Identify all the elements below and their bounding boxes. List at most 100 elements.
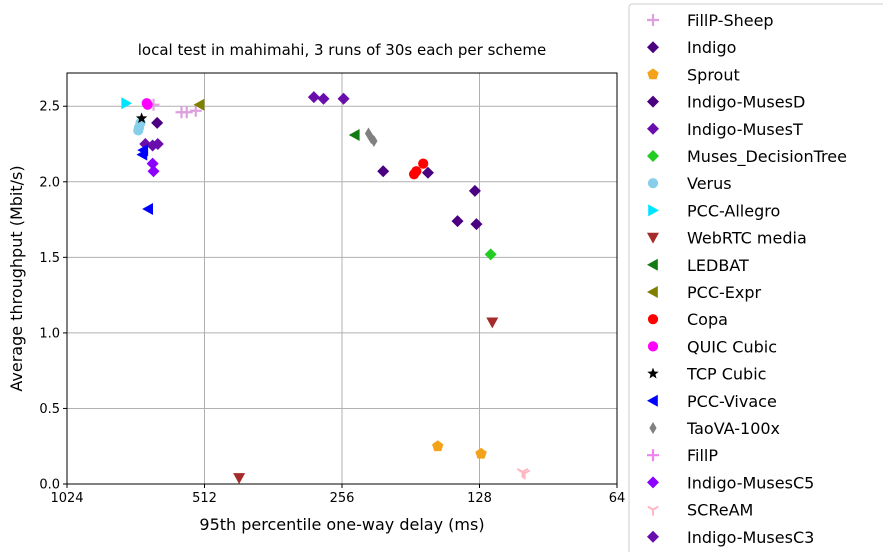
- series-pcc-expr: [193, 98, 205, 111]
- legend-marker: [647, 150, 659, 162]
- series-pcc-vivace: [136, 144, 154, 215]
- data-point: [317, 92, 330, 105]
- series-pcc-allegro: [121, 97, 133, 110]
- legend-label: LEDBAT: [687, 256, 749, 275]
- legend-item: Indigo-MusesC3: [647, 528, 814, 547]
- legend-item: PCC-Vivace: [647, 392, 777, 411]
- data-point: [189, 104, 202, 117]
- series-sprout: [432, 440, 487, 459]
- legend-item: QUIC Cubic: [647, 337, 777, 356]
- data-point: [418, 158, 429, 169]
- legend-marker: [647, 530, 659, 543]
- plot-frame: [66, 72, 618, 485]
- series-webrtc-media: [233, 317, 499, 484]
- data-point: [121, 97, 133, 110]
- legend-item: Indigo-MusesT: [647, 120, 803, 139]
- y-tick-label: 1.5: [39, 251, 60, 266]
- legend: FillP-Sheep Indigo Sprout Indigo-MusesD Indi…: [628, 3, 883, 552]
- legend-label: Indigo-MusesT: [687, 120, 803, 139]
- chart-title: local test in mahimahi, 3 runs of 30s ea…: [138, 41, 546, 59]
- data-point: [484, 248, 497, 261]
- legend-label: Copa: [687, 310, 728, 329]
- data-point: [137, 144, 149, 157]
- data-point: [142, 99, 153, 110]
- legend-label: WebRTC media: [687, 229, 807, 248]
- data-point: [451, 215, 464, 228]
- series-indigo-musest: [139, 91, 350, 152]
- legend-marker: [647, 286, 658, 298]
- legend-item: PCC-Expr: [647, 283, 762, 302]
- y-tick-label: 0.5: [39, 402, 60, 417]
- y-tick-label: 2.0: [39, 175, 60, 190]
- y-tick-label: 2.5: [39, 100, 60, 115]
- series-tcp-cubic: [135, 112, 148, 124]
- series-indigo: [151, 116, 164, 129]
- legend-item: Verus: [647, 174, 732, 193]
- data-point: [180, 106, 193, 119]
- series-taova-100x: [364, 127, 378, 147]
- data-point: [377, 165, 390, 178]
- legend-item: TCP Cubic: [647, 365, 766, 384]
- data-point: [518, 469, 531, 480]
- legend-label: Sprout: [687, 65, 740, 84]
- legend-label: PCC-Expr: [687, 283, 762, 302]
- data-point: [370, 134, 378, 147]
- data-point: [470, 218, 483, 231]
- legend-item: FillP-Sheep: [647, 11, 774, 30]
- legend-label: Indigo-MusesC5: [687, 473, 814, 492]
- x-tick-label: 256: [330, 491, 355, 506]
- legend-marker: [647, 505, 659, 516]
- legend-marker: [647, 232, 659, 244]
- legend-label: TCP Cubic: [686, 365, 766, 384]
- legend-label: PCC-Allegro: [687, 201, 780, 220]
- legend-item: FillP: [647, 446, 718, 465]
- legend-label: PCC-Vivace: [687, 392, 777, 411]
- legend-label: FillP: [687, 446, 718, 465]
- data-point: [468, 184, 481, 197]
- legend-marker: [647, 476, 659, 489]
- data-point: [147, 165, 160, 178]
- legend-marker: [647, 95, 659, 108]
- axis-ticks: 1024 512 256 128 64 0.0 0.5 1.0 1.5 2.0 2.5: [39, 100, 625, 506]
- legend-label: TaoVA-100x: [686, 419, 780, 438]
- legend-frame: [628, 3, 883, 552]
- legend-label: QUIC Cubic: [687, 337, 777, 356]
- data-point: [142, 202, 154, 215]
- legend-item: PCC-Allegro: [648, 201, 780, 220]
- series-verus: [133, 117, 146, 136]
- legend-marker: [647, 341, 659, 352]
- legend-marker: [647, 258, 658, 271]
- legend-marker: [647, 14, 659, 26]
- x-tick-label: 64: [609, 491, 626, 506]
- data-point: [151, 138, 164, 151]
- grid: [66, 73, 618, 485]
- data-point: [151, 116, 164, 129]
- legend-item: Indigo: [647, 38, 736, 57]
- legend-marker: [647, 314, 659, 325]
- series-scream: [516, 468, 531, 480]
- legend-marker: [647, 394, 658, 407]
- legend-marker: [647, 122, 659, 135]
- series-ledbat: [348, 128, 360, 141]
- legend-label: SCReAM: [687, 501, 753, 520]
- legend-marker: [648, 204, 659, 217]
- legend-label: Indigo-MusesD: [687, 93, 805, 112]
- data-point: [348, 128, 360, 141]
- data-point: [146, 157, 159, 170]
- legend-label: Verus: [687, 174, 732, 193]
- x-tick-label: 128: [467, 491, 492, 506]
- legend-item: LEDBAT: [647, 256, 749, 275]
- data-point: [193, 98, 205, 111]
- legend-label: FillP-Sheep: [687, 11, 774, 30]
- series-muses-decisiontree: [484, 248, 497, 261]
- y-tick-label: 1.0: [39, 326, 60, 341]
- legend-marker: [647, 367, 659, 379]
- legend-label: Indigo-MusesC3: [687, 528, 814, 547]
- legend-item: Copa: [647, 310, 728, 329]
- legend-item: Indigo-MusesC5: [647, 473, 814, 492]
- data-point: [307, 91, 320, 104]
- data-point: [486, 317, 499, 329]
- y-axis-label: Average throughput (Mbit/s): [7, 165, 26, 391]
- series-quic-cubic: [141, 98, 153, 110]
- y-tick-label: 0.0: [39, 478, 60, 493]
